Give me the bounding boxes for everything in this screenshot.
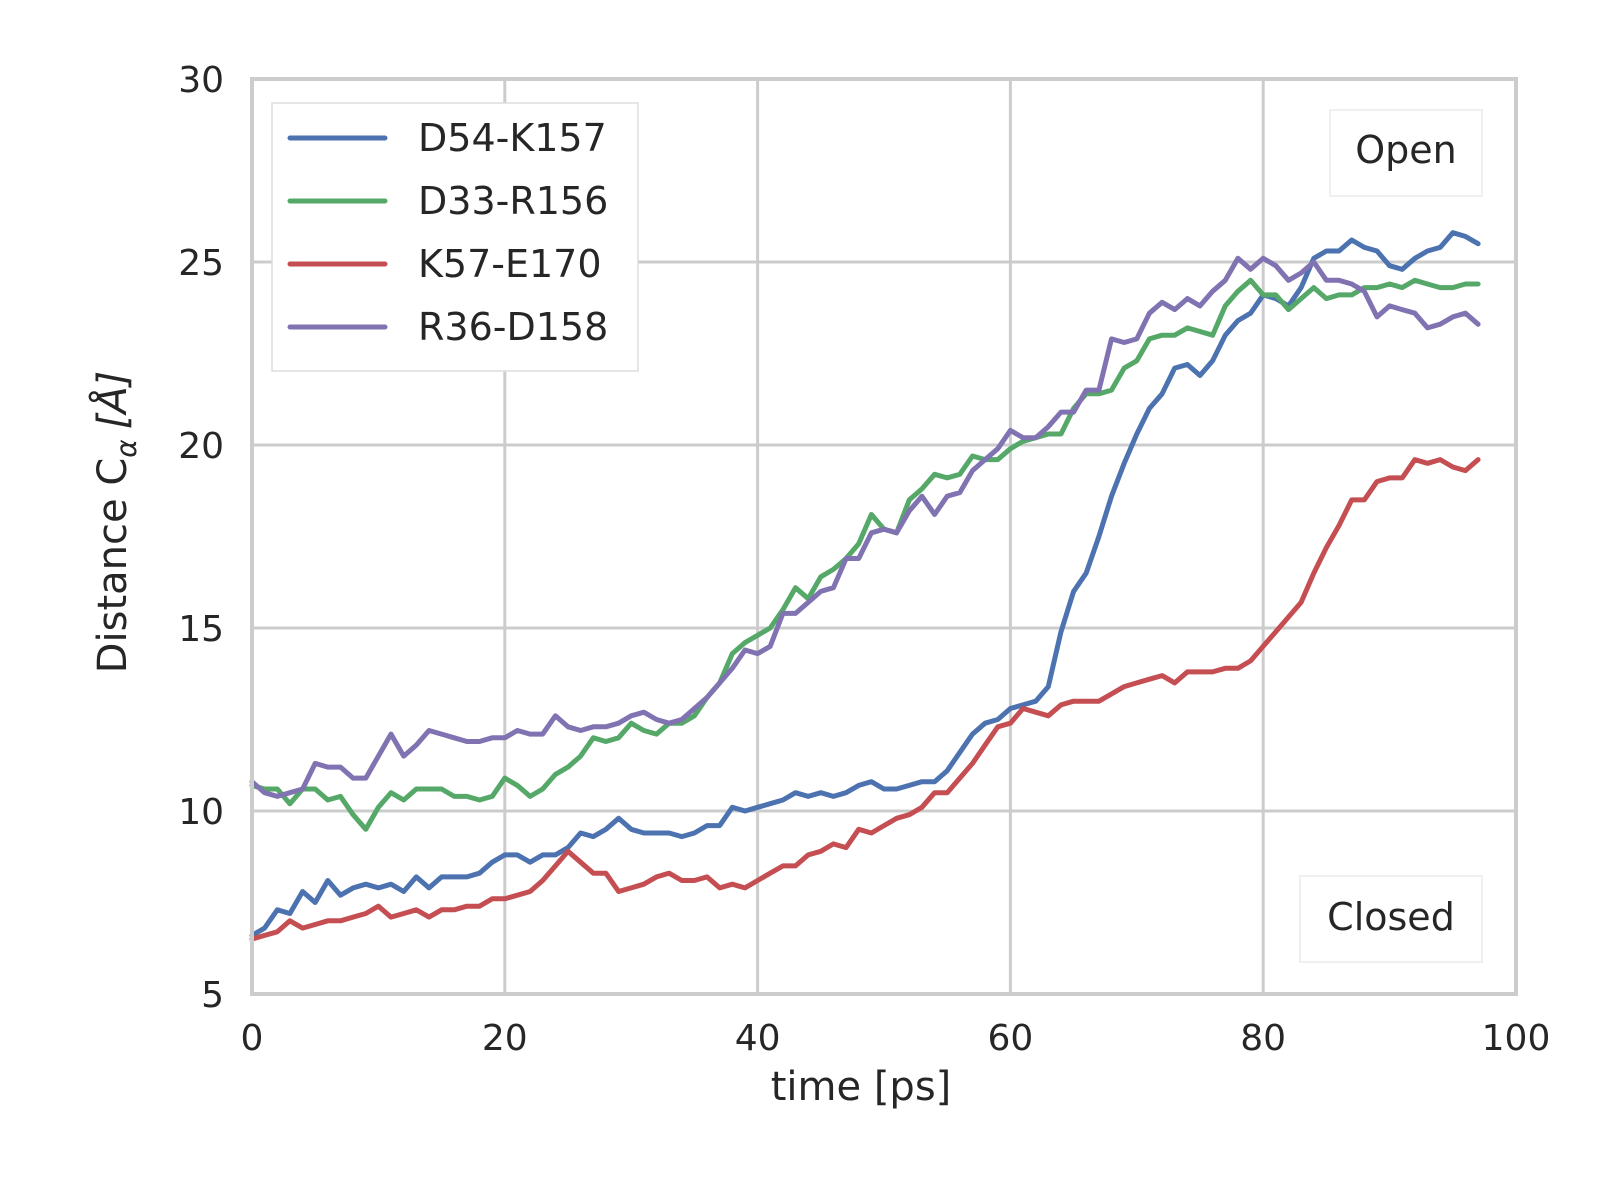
- y-axis-label: Distance Cα[Å]: [88, 371, 143, 674]
- x-tick-label: 0: [241, 1018, 264, 1059]
- series-line-d54-k157: [249, 230, 1481, 938]
- series-line-d33-r156: [249, 277, 1481, 832]
- x-tick-label: 40: [735, 1018, 781, 1059]
- x-tick-label: 80: [1240, 1018, 1286, 1059]
- legend-label-r36-d158: R36-D158: [418, 305, 608, 349]
- y-tick-label: 20: [178, 426, 224, 467]
- annotation-closed-box: [1299, 875, 1483, 963]
- y-tick-label: 30: [178, 60, 224, 101]
- x-tick-label: 100: [1482, 1018, 1551, 1059]
- legend-label-d33-r156: D33-R156: [418, 179, 608, 223]
- x-tick-label: 20: [482, 1018, 528, 1059]
- legend-label-k57-e170: K57-E170: [418, 242, 602, 286]
- plot-frame: [250, 77, 1518, 996]
- y-tick-label: 15: [178, 609, 224, 650]
- annotation-closed: Closed: [1299, 875, 1483, 963]
- y-tick-label: 10: [178, 792, 224, 833]
- annotation-open: Open: [1329, 109, 1483, 197]
- legend-entries: D54-K157 D33-R156 K57-E170 R36-D158: [287, 116, 608, 349]
- annotation-open-text: Open: [1355, 128, 1457, 172]
- x-axis-label: time [ps]: [771, 1064, 952, 1110]
- series-line-k57-e170: [249, 457, 1481, 942]
- annotation-open-box: [1329, 109, 1483, 197]
- gridlines: [250, 77, 1518, 996]
- legend-label-d54-k157: D54-K157: [418, 116, 607, 160]
- series-line-r36-d158: [249, 255, 1481, 799]
- x-tick-label: 60: [987, 1018, 1033, 1059]
- series-lines: [249, 230, 1481, 942]
- tick-labels: 0 20 40 60 80 100 5 10 15 20 25 30: [178, 60, 1550, 1059]
- y-tick-label: 5: [201, 975, 224, 1016]
- y-tick-label: 25: [178, 243, 224, 284]
- legend: D54-K157 D33-R156 K57-E170 R36-D158: [271, 102, 639, 372]
- annotation-closed-text: Closed: [1327, 895, 1455, 939]
